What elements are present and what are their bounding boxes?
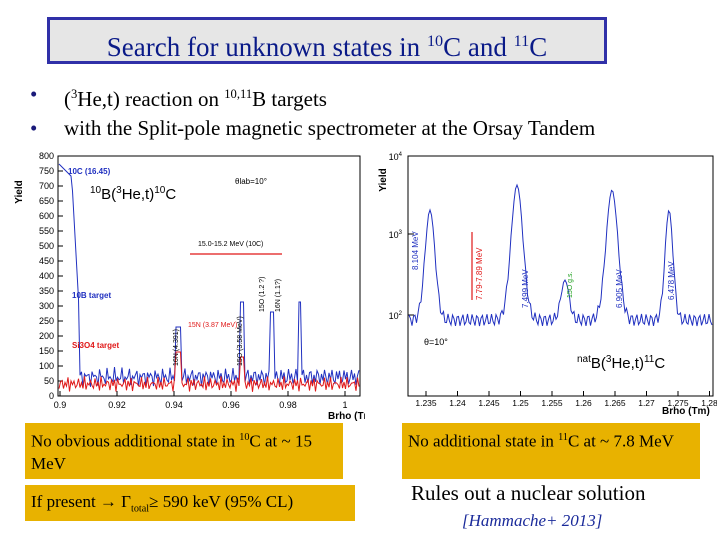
right-range-label: 7.79-7.89 MeV (475, 247, 484, 300)
left-xticks: 0.9 0.92 0.94 0.96 0.98 1 (54, 391, 348, 410)
left-ytick-label: 150 (39, 346, 54, 356)
right-ylabel: Yield (378, 168, 389, 192)
right-theta: θ=10° (424, 337, 448, 347)
right-peak-2: 7.499 MeV (521, 269, 530, 308)
left-ylabel: Yield (14, 180, 25, 204)
right-plot-frame (407, 155, 714, 397)
bullet-item: • with the Split-pole magnetic spectrome… (30, 114, 595, 143)
left-xtick-label: 0.94 (165, 400, 183, 410)
finding-box-11c: No additional state in 11C at ~ 7.8 MeV (402, 423, 700, 479)
bullet-item: • (3He,t) reaction on 10,11B targets (30, 80, 595, 114)
left-spectrum-plot: Yield 0 50 100 150 200 250 300 350 400 450 500 550 6… (10, 152, 365, 422)
left-ann-range: 15.0-15.2 MeV (10C) (198, 241, 263, 248)
left-ann-si: Si3O4 target (72, 341, 119, 350)
left-ytick-label: 50 (44, 376, 54, 386)
left-ann-n3: 16N (1.1?) (275, 279, 282, 312)
width-limit-box: If present → Γtotal≥ 590 keV (95% CL) (25, 485, 355, 521)
right-peak-4: 6.478 MeV (667, 261, 676, 300)
right-peak-1: 8.104 MeV (411, 231, 420, 270)
left-ann-n1: 16N (4.391) (173, 329, 180, 366)
right-xtick-label: 1.275 (667, 398, 689, 408)
bullet-marker: • (30, 116, 38, 140)
left-ann-o2: 15O (1.2 ?) (259, 277, 266, 312)
left-ytick-label: 300 (39, 301, 54, 311)
left-ann-n2: 15N (3.87 MeV) (188, 322, 237, 329)
left-ytick-label: 650 (39, 196, 54, 206)
left-ann-b-target: 10B target (72, 291, 111, 300)
left-xtick-label: 0.9 (54, 400, 67, 410)
right-ytick-label: 102 (389, 311, 403, 321)
right-xtick-label: 1.25 (512, 398, 529, 408)
left-ann-theta: θlab=10° (235, 177, 267, 186)
bullet-text: (3He,t) reaction on 10,11B targets (64, 87, 327, 111)
left-xtick-label: 1 (342, 400, 347, 410)
left-xtick-label: 0.96 (222, 400, 240, 410)
right-xtick-label: 1.235 (415, 398, 437, 408)
right-xlabel: Brho (Tm) (662, 406, 710, 417)
left-ytick-label: 100 (39, 361, 54, 371)
finding-box-10c: No obvious additional state in 10C at ~ … (25, 423, 343, 479)
left-ytick-label: 0 (49, 391, 54, 401)
left-ann-ground: 10C (16.45) (68, 167, 111, 176)
left-ann-o: 15O (3.58 MeV) (237, 316, 244, 366)
right-reaction-label: natB(3He,t)11C (577, 354, 665, 372)
left-ytick-label: 550 (39, 226, 54, 236)
right-xtick-label: 1.255 (541, 398, 563, 408)
left-xtick-label: 0.98 (279, 400, 297, 410)
left-xlabel: Brho (Tm) (328, 411, 365, 422)
right-xtick-label: 1.26 (575, 398, 592, 408)
slide-title: Search for unknown states in 10C and 11C (47, 17, 607, 64)
left-ytick-label: 400 (39, 271, 54, 281)
right-xtick-label: 1.27 (638, 398, 655, 408)
left-ytick-label: 700 (39, 181, 54, 191)
right-xtick-label: 1.24 (449, 398, 466, 408)
right-yticks: 102 103 104 (389, 152, 414, 321)
bullet-list: • (3He,t) reaction on 10,11B targets • w… (30, 80, 595, 143)
left-ytick-label: 450 (39, 256, 54, 266)
left-ytick-label: 200 (39, 331, 54, 341)
right-ytick-label: 104 (389, 152, 403, 162)
left-ytick-label: 750 (39, 166, 54, 176)
left-xtick-label: 0.92 (108, 400, 126, 410)
right-xtick-label: 1.245 (478, 398, 500, 408)
left-ytick-label: 800 (39, 152, 54, 161)
right-xtick-label: 1.28 (701, 398, 717, 408)
left-ytick-label: 350 (39, 286, 54, 296)
right-xtick-label: 1.265 (604, 398, 626, 408)
left-yticks: 0 50 100 150 200 250 300 350 400 450 500 550 600 650 7… (39, 152, 63, 401)
conclusion-text: Rules out a nuclear solution (411, 481, 646, 505)
bullet-text: with the Split-pole magnetic spectromete… (64, 116, 596, 140)
reference-citation: [Hammache+ 2013] (462, 511, 603, 530)
left-plot-frame (57, 155, 361, 397)
right-blue-trace (408, 183, 713, 327)
left-red-trace (58, 351, 360, 392)
left-ytick-label: 600 (39, 211, 54, 221)
left-ytick-label: 500 (39, 241, 54, 251)
right-contam-label: 15O g.s. (567, 271, 574, 298)
right-xticks: 1.235 1.24 1.245 1.25 1.255 1.26 1.265 1.27 1.27… (415, 391, 717, 408)
right-peak-3: 6.905 MeV (615, 269, 624, 308)
right-ytick-label: 103 (389, 230, 403, 240)
bullet-marker: • (30, 82, 38, 106)
left-ytick-label: 250 (39, 316, 54, 326)
left-reaction-label: 10B(3He,t)10C (90, 185, 176, 203)
